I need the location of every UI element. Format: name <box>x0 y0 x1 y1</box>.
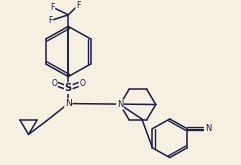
Text: N: N <box>117 100 123 109</box>
Text: F: F <box>76 1 80 10</box>
Text: N: N <box>65 99 72 108</box>
Text: O: O <box>79 79 85 88</box>
Text: S: S <box>65 83 72 93</box>
Text: F: F <box>48 16 53 25</box>
Text: F: F <box>50 3 54 12</box>
Text: O: O <box>51 79 57 88</box>
Text: N: N <box>205 124 211 133</box>
